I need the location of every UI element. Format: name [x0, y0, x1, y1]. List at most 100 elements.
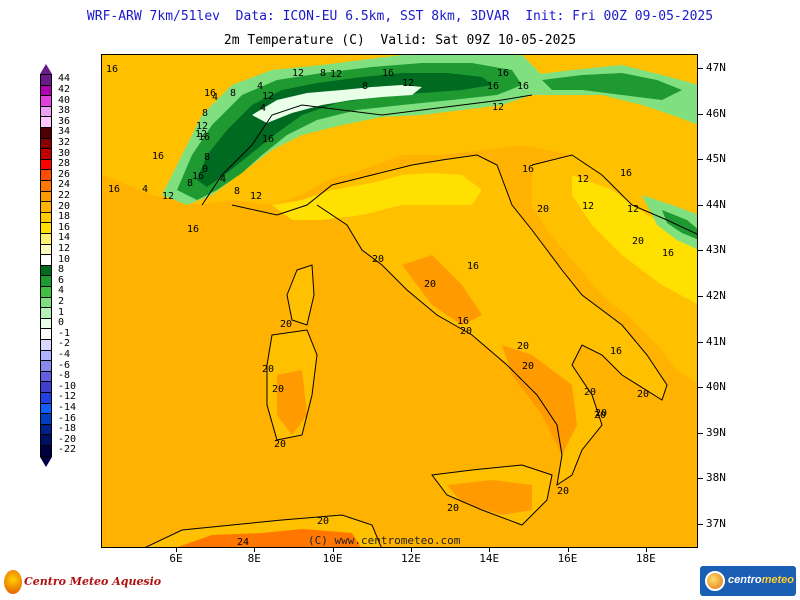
- legend-label: 26: [58, 168, 71, 180]
- coastline-italy: [231, 154, 668, 487]
- lat-label: 43N: [706, 243, 726, 257]
- contour-label: 8: [230, 88, 236, 99]
- contour-label: 20: [594, 410, 606, 421]
- contour-label: 12: [330, 69, 342, 80]
- lat-tick: [697, 432, 703, 434]
- sun-icon: [4, 570, 22, 594]
- lat-label: 38N: [706, 471, 726, 485]
- coastline-corsica: [286, 264, 315, 326]
- contour-label: 12: [402, 78, 414, 89]
- lon-label: 18E: [635, 552, 656, 565]
- lon-label: 14E: [479, 552, 500, 565]
- legend-label: -6: [58, 359, 71, 371]
- contour-label: 4: [260, 103, 266, 114]
- contour-label: 12: [195, 129, 207, 140]
- chart-header-line2: 2m Temperature (C) Valid: Sat 09Z 10-05-…: [223, 33, 577, 48]
- legend-label: -16: [58, 412, 77, 424]
- lat-label: 40N: [706, 380, 726, 394]
- lon-tick: [254, 547, 256, 552]
- lat-tick: [697, 478, 703, 480]
- lat-tick: [697, 296, 703, 297]
- land-balkans: [532, 155, 697, 384]
- lat-label: 45N: [706, 152, 726, 166]
- contour-label: 12: [582, 201, 594, 212]
- legend-label: -2: [58, 338, 71, 350]
- legend-label: 1: [58, 306, 65, 318]
- lat-tick: [697, 524, 703, 525]
- legend-label: -12: [58, 391, 77, 403]
- lat-label: 47N: [706, 61, 726, 74]
- alpine-band-mid: [177, 63, 522, 200]
- contour-label: 8: [362, 81, 368, 92]
- warm-zone-sardinia: [277, 370, 307, 435]
- contour-label: 16: [106, 64, 118, 75]
- contour-label: 20: [372, 254, 384, 265]
- coastline-sardinia: [266, 329, 318, 441]
- contour-label: 16: [457, 316, 469, 327]
- logo-right-text: centrometeo: [728, 574, 794, 586]
- contour-label: 16: [152, 151, 164, 162]
- lon-tick: [489, 547, 491, 552]
- contour-label: 20: [447, 503, 459, 514]
- coastlines: [145, 94, 697, 547]
- legend-label: 12: [58, 242, 71, 254]
- east-alps-green-mid: [542, 73, 682, 100]
- contour-label: 4: [142, 184, 148, 195]
- contour-label: 8: [204, 152, 210, 163]
- legend-label: -14: [58, 401, 77, 413]
- lon-label: 16E: [557, 552, 578, 565]
- lat-label: 44N: [706, 197, 726, 211]
- contour-label: 20: [517, 341, 529, 352]
- contour-label: 4: [220, 174, 226, 185]
- contour-label: 8: [187, 178, 193, 189]
- contour-label: 20: [537, 204, 549, 215]
- contour-label: 12: [627, 204, 639, 215]
- legend-label: -20: [58, 433, 77, 445]
- legend-label: 10: [58, 253, 71, 265]
- contour-label: 20: [632, 236, 644, 247]
- warm-zone-tuscany-lazio: [402, 255, 482, 325]
- contour-label: 16: [108, 184, 120, 195]
- globe-icon: [705, 571, 725, 591]
- legend-label: 2: [58, 295, 65, 307]
- lat-tick: [697, 387, 703, 389]
- contour-label: 12: [577, 174, 589, 185]
- lat-tick: [697, 341, 703, 343]
- lat-tick: [697, 113, 703, 115]
- logo-right-text-a: centro: [728, 574, 762, 586]
- lat-label: 42N: [706, 289, 726, 302]
- lon-tick: [176, 547, 177, 552]
- coastline-balkans: [531, 154, 697, 235]
- alpine-peaks-snow: [252, 85, 422, 123]
- contour-label: 20: [595, 408, 607, 419]
- legend-swatch: [40, 445, 52, 457]
- contour-label: 12: [492, 102, 504, 113]
- contour-label: 4: [212, 92, 218, 103]
- contour-label: 20: [584, 387, 596, 398]
- contour-label: 8: [320, 68, 326, 79]
- legend-label: 40: [58, 94, 71, 106]
- contour-label: 20: [460, 326, 472, 337]
- contour-label: 12: [292, 68, 304, 79]
- legend-label: 34: [58, 126, 71, 138]
- contour-label: 20: [317, 516, 329, 527]
- legend-label: -18: [58, 423, 77, 435]
- lat-tick: [697, 250, 703, 252]
- legend-label: 18: [58, 211, 71, 223]
- logo-right-text-b: meteo: [761, 574, 795, 586]
- contour-label: 16: [497, 68, 509, 79]
- legend-label: 14: [58, 232, 71, 244]
- legend-label: -8: [58, 370, 71, 382]
- logo-left-text: Centro Meteo Aquesio: [24, 575, 162, 588]
- centro-meteo-aquesio-logo: Centro Meteo Aquesio: [2, 568, 161, 596]
- contour-label: 20: [424, 279, 436, 290]
- legend-label: 22: [58, 189, 71, 201]
- warm-zone-campania-calabria: [502, 345, 577, 455]
- contour-label: 20: [274, 439, 286, 450]
- contour-label: 4: [257, 81, 263, 92]
- temperature-map: 16 12 8 4 12 8 4 8 12 16 8 0 4 8 12 4 12 16 12 16 8 4 12 16 16 8 1…: [101, 54, 698, 548]
- contour-label: 20: [272, 384, 284, 395]
- legend-label: 44: [58, 73, 71, 85]
- legend-label: 4: [58, 285, 65, 297]
